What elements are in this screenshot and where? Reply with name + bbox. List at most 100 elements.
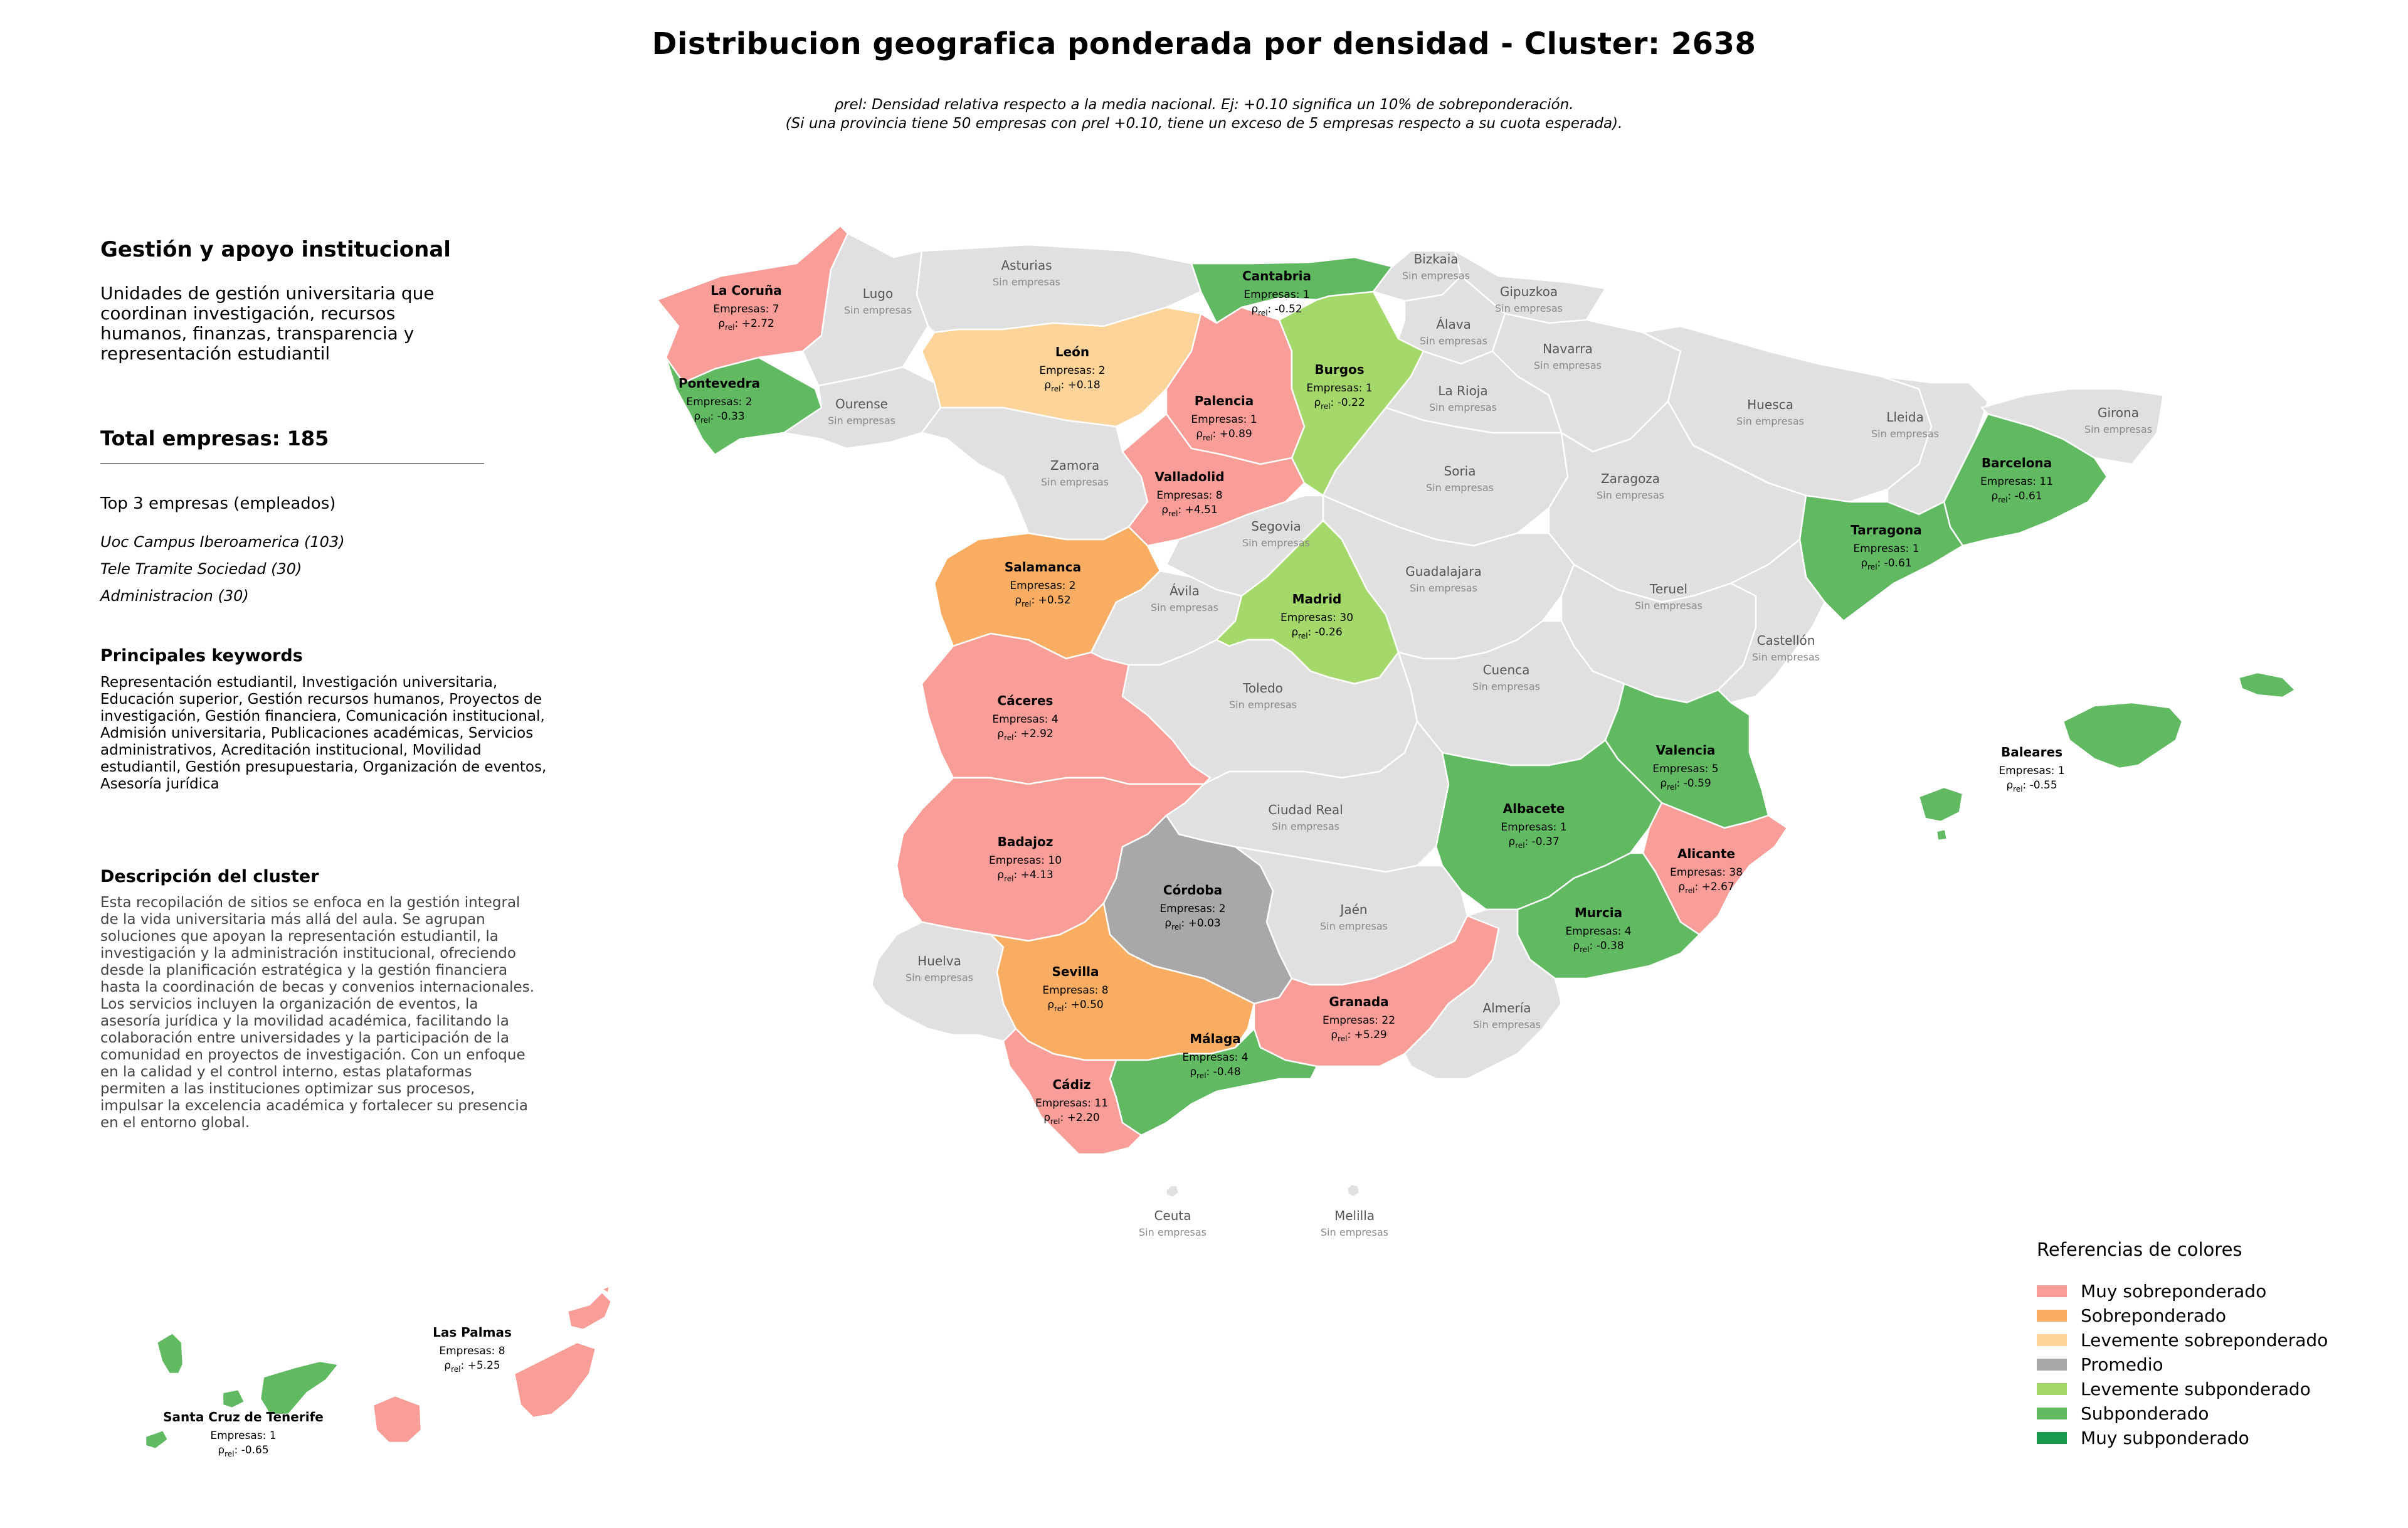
province-nodata-cuenca: Sin empresas bbox=[1472, 681, 1540, 692]
province-companies-alicante: Empresas: 38 bbox=[1670, 866, 1743, 879]
province-rho-alicante: ρrel: +2.67 bbox=[1678, 881, 1734, 895]
province-nodata-ciudad-real: Sin empresas bbox=[1272, 820, 1339, 832]
legend-swatch bbox=[2037, 1383, 2067, 1395]
province-nodata-jaen: Sin empresas bbox=[1320, 920, 1388, 932]
province-rho-palencia: ρrel: +0.89 bbox=[1196, 428, 1252, 442]
legend-item-subponderado: Subponderado bbox=[2037, 1401, 2328, 1426]
province-nodata-segovia: Sin empresas bbox=[1242, 537, 1310, 549]
province-las-palmas-part-2 bbox=[566, 1291, 613, 1331]
province-rho-sevilla: ρrel: +0.50 bbox=[1047, 999, 1103, 1013]
province-label-granada: Granada bbox=[1329, 994, 1388, 1009]
province-rho-valencia: ρrel: -0.59 bbox=[1660, 777, 1711, 792]
province-label-toledo: Toledo bbox=[1242, 681, 1283, 696]
legend-label: Levemente subponderado bbox=[2081, 1379, 2311, 1399]
province-lugo bbox=[801, 232, 929, 387]
province-nodata-melilla: Sin empresas bbox=[1321, 1226, 1388, 1238]
province-label-jaen: Jaén bbox=[1339, 902, 1367, 917]
province-companies-granada: Empresas: 22 bbox=[1323, 1014, 1395, 1027]
legend-swatch bbox=[2037, 1408, 2067, 1419]
province-label-ourense: Ourense bbox=[835, 396, 888, 411]
province-companies-palencia: Empresas: 1 bbox=[1191, 413, 1257, 426]
province-label-cordoba: Córdoba bbox=[1163, 883, 1222, 898]
province-label-albacete: Albacete bbox=[1503, 801, 1565, 816]
province-rho-murcia: ρrel: -0.38 bbox=[1573, 940, 1624, 954]
province-nodata-almeria: Sin empresas bbox=[1473, 1019, 1541, 1031]
province-nodata-castellon: Sin empresas bbox=[1752, 651, 1820, 663]
province-rho-baleares: ρrel: -0.55 bbox=[2006, 779, 2057, 793]
legend-swatch bbox=[2037, 1432, 2067, 1444]
province-label-huelva: Huelva bbox=[917, 953, 961, 968]
subtitle-line-1: ρrel: Densidad relativa respecto a la me… bbox=[834, 97, 1574, 113]
province-rho-pontevedra: ρrel: -0.33 bbox=[694, 410, 744, 425]
province-las-palmas-part-1 bbox=[513, 1341, 597, 1419]
province-label-zaragoza: Zaragoza bbox=[1601, 471, 1660, 486]
province-nodata-ourense: Sin empresas bbox=[828, 415, 895, 427]
province-nodata-asturias: Sin empresas bbox=[993, 276, 1060, 288]
province-companies-sevilla: Empresas: 8 bbox=[1042, 984, 1108, 997]
top-company-2: Tele Tramite Sociedad (30) bbox=[100, 560, 302, 578]
province-label-gipuzkoa: Gipuzkoa bbox=[1500, 284, 1558, 299]
province-label-salamanca: Salamanca bbox=[1005, 560, 1081, 575]
category-panel: Gestión y apoyo institucional Unidades d… bbox=[100, 237, 564, 364]
province-companies-tarragona: Empresas: 1 bbox=[1853, 543, 1919, 555]
province-rho-santa-cruz-de-tenerife: ρrel: -0.65 bbox=[218, 1444, 268, 1458]
province-label-guadalajara: Guadalajara bbox=[1405, 564, 1481, 579]
province-rho-cantabria: ρrel: -0.52 bbox=[1251, 303, 1302, 317]
province-rho-malaga: ρrel: -0.48 bbox=[1190, 1066, 1240, 1080]
province-label-murcia: Murcia bbox=[1575, 905, 1622, 920]
province-label-baleares: Baleares bbox=[2001, 745, 2062, 760]
province-companies-la-coruna: Empresas: 7 bbox=[713, 303, 779, 316]
province-rho-granada: ρrel: +5.29 bbox=[1331, 1029, 1386, 1043]
province-nodata-zaragoza: Sin empresas bbox=[1597, 489, 1664, 501]
province-rho-la-coruna: ρrel: +2.72 bbox=[718, 317, 774, 332]
province-companies-pontevedra: Empresas: 2 bbox=[686, 396, 752, 408]
legend-label: Promedio bbox=[2081, 1354, 2163, 1375]
province-melilla-part-1 bbox=[1346, 1183, 1361, 1198]
province-nodata-alava: Sin empresas bbox=[1420, 335, 1487, 347]
map-title: Distribucion geografica ponderada por de… bbox=[652, 26, 1756, 61]
province-rho-madrid: ρrel: -0.26 bbox=[1291, 626, 1342, 640]
map-subtitle: ρrel: Densidad relativa respecto a la me… bbox=[0, 95, 2408, 133]
province-companies-baleares: Empresas: 1 bbox=[1999, 765, 2064, 777]
province-label-la-coruna: La Coruña bbox=[710, 283, 781, 298]
province-label-pontevedra: Pontevedra bbox=[679, 376, 760, 391]
legend-label: Subponderado bbox=[2081, 1403, 2209, 1424]
province-label-alava: Álava bbox=[1436, 317, 1471, 332]
province-label-navarra: Navarra bbox=[1543, 341, 1593, 356]
province-companies-valencia: Empresas: 5 bbox=[1652, 763, 1718, 775]
province-label-asturias: Asturias bbox=[1001, 258, 1052, 273]
province-baleares-part-4 bbox=[2237, 671, 2296, 699]
province-rho-valladolid: ρrel: +4.51 bbox=[1161, 504, 1217, 518]
province-nodata-girona: Sin empresas bbox=[2084, 423, 2152, 435]
province-label-ceuta: Ceuta bbox=[1154, 1208, 1191, 1223]
province-rho-tarragona: ρrel: -0.61 bbox=[1861, 557, 1911, 571]
legend-item-levemente-sobreponderado: Levemente sobreponderado bbox=[2037, 1328, 2328, 1352]
province-santa-cruz-de-tenerife-part-1 bbox=[259, 1360, 340, 1416]
province-label-huesca: Huesca bbox=[1747, 397, 1793, 412]
province-label-cuenca: Cuenca bbox=[1483, 662, 1530, 677]
top3-title: Top 3 empresas (empleados) bbox=[100, 494, 336, 513]
legend-items: Muy sobreponderado Sobreponderado Levement… bbox=[2037, 1279, 2328, 1450]
province-rho-cordoba: ρrel: +0.03 bbox=[1164, 917, 1220, 931]
province-label-segovia: Segovia bbox=[1251, 519, 1301, 534]
province-rho-badajoz: ρrel: +4.13 bbox=[997, 869, 1053, 883]
province-nodata-lleida: Sin empresas bbox=[1871, 428, 1939, 440]
province-rho-albacete: ρrel: -0.37 bbox=[1508, 836, 1559, 850]
province-nodata-toledo: Sin empresas bbox=[1229, 699, 1297, 711]
province-label-avila: Ávila bbox=[1170, 583, 1200, 598]
province-companies-las-palmas: Empresas: 8 bbox=[439, 1345, 505, 1357]
province-label-santa-cruz-de-tenerife: Santa Cruz de Tenerife bbox=[163, 1409, 324, 1425]
legend-swatch bbox=[2037, 1359, 2067, 1371]
province-zamora bbox=[921, 406, 1149, 541]
province-nodata-gipuzkoa: Sin empresas bbox=[1495, 302, 1563, 314]
legend-label: Muy sobreponderado bbox=[2081, 1281, 2267, 1302]
province-nodata-soria: Sin empresas bbox=[1426, 482, 1494, 494]
province-nodata-la-rioja: Sin empresas bbox=[1429, 401, 1497, 413]
legend-swatch bbox=[2037, 1285, 2067, 1297]
province-label-bizkaia: Bizkaia bbox=[1413, 252, 1458, 267]
legend-swatch bbox=[2037, 1334, 2067, 1346]
keywords-text: Representación estudiantil, Investigació… bbox=[100, 674, 547, 792]
province-nodata-huesca: Sin empresas bbox=[1736, 415, 1804, 427]
